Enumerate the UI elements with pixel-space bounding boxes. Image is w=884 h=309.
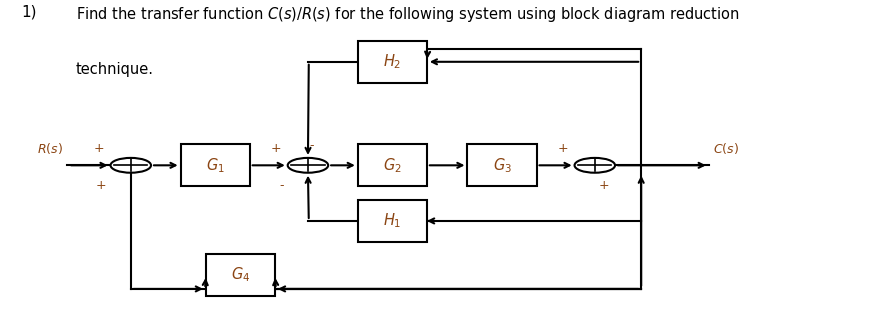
Text: $G_4$: $G_4$ — [231, 266, 250, 284]
Bar — [358, 41, 427, 83]
Text: +: + — [95, 179, 106, 192]
Circle shape — [287, 158, 328, 173]
Text: $H_1$: $H_1$ — [383, 212, 401, 230]
Text: $G_1$: $G_1$ — [206, 156, 225, 175]
Bar — [180, 145, 250, 186]
Text: Find the transfer function $C(s)/R(s)$ for the following system using block diag: Find the transfer function $C(s)/R(s)$ f… — [76, 5, 740, 23]
Text: +: + — [557, 142, 568, 155]
Text: technique.: technique. — [76, 62, 154, 77]
Circle shape — [110, 158, 151, 173]
Circle shape — [575, 158, 615, 173]
Text: -: - — [309, 139, 314, 152]
Text: $R(s)$: $R(s)$ — [37, 141, 64, 156]
Bar — [358, 145, 427, 186]
Text: $G_3$: $G_3$ — [492, 156, 512, 175]
Bar — [358, 200, 427, 242]
Text: +: + — [271, 142, 281, 155]
Text: $H_2$: $H_2$ — [383, 53, 401, 71]
Text: +: + — [93, 142, 103, 155]
Text: -: - — [279, 179, 284, 192]
Text: +: + — [599, 179, 610, 192]
Bar — [206, 254, 275, 296]
Bar — [468, 145, 537, 186]
Text: $G_2$: $G_2$ — [383, 156, 401, 175]
Text: 1): 1) — [21, 5, 36, 20]
Text: $C(s)$: $C(s)$ — [713, 141, 739, 156]
